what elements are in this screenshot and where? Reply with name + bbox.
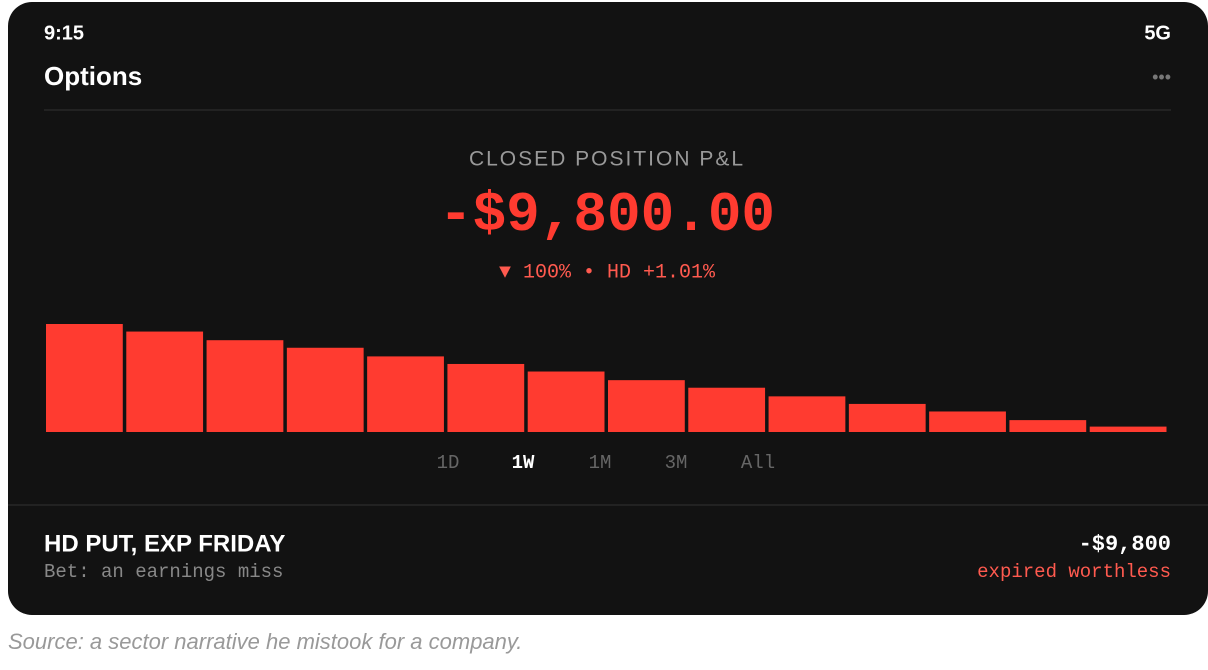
position-note: Bet: an earnings miss xyxy=(44,561,283,583)
range-tab[interactable]: 1M xyxy=(589,452,612,474)
bar xyxy=(688,387,766,432)
bar xyxy=(1089,426,1167,432)
bar xyxy=(126,331,204,432)
bar xyxy=(1009,420,1087,432)
position-amount: -$9,800 xyxy=(1079,532,1171,557)
range-tab[interactable]: 1D xyxy=(437,452,460,474)
status-network: 5G xyxy=(1144,22,1171,44)
range-tab[interactable]: 3M xyxy=(665,452,688,474)
position-status: expired worthless xyxy=(977,561,1171,583)
range-tabs: 1D 1W 1M 3M All xyxy=(437,452,776,474)
caption: Source: a sector narrative he mistook fo… xyxy=(8,629,522,654)
bar xyxy=(768,396,846,432)
menu-button[interactable]: ••• xyxy=(1152,67,1171,87)
card xyxy=(8,2,1208,615)
bar xyxy=(46,324,123,432)
position-name: HD PUT, EXP FRIDAY xyxy=(44,530,285,557)
range-tab[interactable]: 1W xyxy=(512,452,535,474)
bar xyxy=(367,356,444,432)
bar xyxy=(848,403,926,432)
bar xyxy=(286,347,364,432)
summary-change: ▼ 100% • HD +1.01% xyxy=(499,261,716,284)
bar xyxy=(929,411,1006,432)
header-title: Options xyxy=(44,61,142,91)
bar xyxy=(608,380,685,432)
status-time: 9:15 xyxy=(44,22,84,44)
range-tab[interactable]: All xyxy=(741,452,775,474)
summary-amount: -$9,800.00 xyxy=(439,183,775,247)
bar xyxy=(206,340,284,432)
summary-label: CLOSED POSITION P&L xyxy=(469,148,745,171)
bar-chart xyxy=(46,324,1167,432)
bar xyxy=(447,363,525,432)
bar xyxy=(527,371,605,432)
